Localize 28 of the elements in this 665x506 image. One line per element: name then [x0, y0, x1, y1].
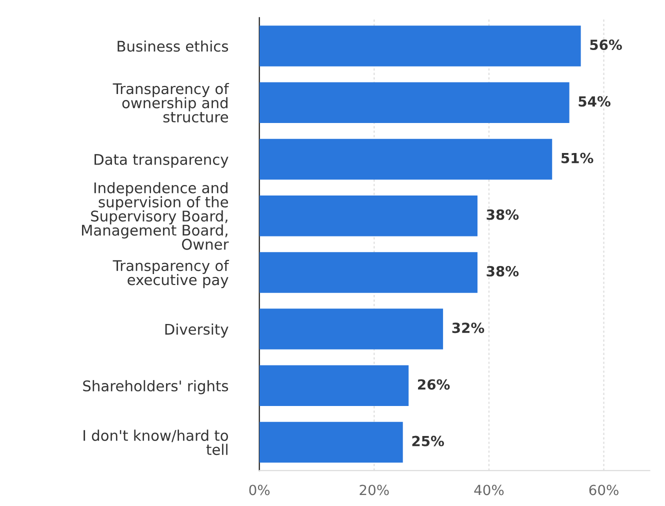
bar	[259, 365, 409, 406]
bar	[259, 195, 478, 236]
data-label: 56%	[590, 40, 622, 50]
data-label: 32%	[452, 322, 484, 334]
data-label: 51%	[562, 152, 594, 164]
data-label: 54%	[578, 96, 610, 107]
bar	[259, 138, 552, 180]
data-label: 38%	[486, 266, 519, 276]
data-label: 38%	[486, 209, 519, 220]
y-tick-label: Transparency of ownership and structure	[112, 82, 230, 122]
data-label: 25%	[412, 436, 444, 446]
y-tick-label: I don't know/hard to tell	[84, 430, 228, 456]
y-tick-label: Business ethics	[118, 40, 228, 52]
y-tick-label: Independence and supervision of the Supervisory Board, Management Board, Owner	[82, 182, 229, 250]
x-tick-label: 20%	[360, 484, 389, 496]
bar	[259, 308, 444, 350]
bar	[259, 422, 403, 463]
bar	[259, 26, 581, 66]
y-tick-label: Diversity	[165, 324, 228, 338]
bar	[259, 82, 570, 123]
bar	[259, 252, 478, 293]
x-tick-label: 40%	[474, 484, 504, 496]
y-tick-label: Shareholders' rights	[83, 380, 228, 394]
y-tick-label: Transparency of executive pay	[112, 260, 230, 288]
data-label: 26%	[418, 379, 450, 390]
y-tick-label: Data transparency	[94, 154, 228, 168]
x-tick-label: 0%	[249, 484, 270, 496]
x-tick-label: 60%	[589, 484, 618, 496]
